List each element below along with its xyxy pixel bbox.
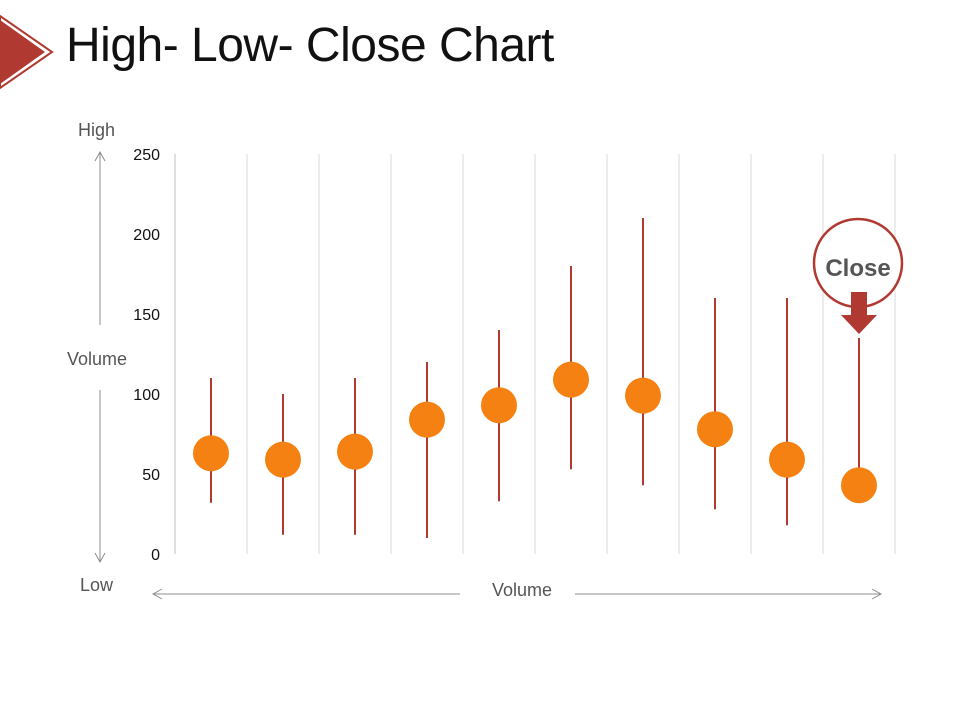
y-tick-label: 150 (133, 307, 160, 324)
close-point (193, 435, 229, 472)
banner-triangle-fill (0, 20, 45, 84)
close-point (625, 377, 661, 414)
title-banner-icon (0, 14, 54, 90)
close-point (481, 387, 517, 424)
close-point (265, 441, 301, 478)
y-guide-down-arrow (94, 552, 106, 564)
x-axis-label: Volume (488, 580, 557, 601)
y-label-volume: Volume (67, 347, 128, 372)
y-tick-label: 0 (151, 547, 160, 564)
y-tick-label: 200 (133, 227, 160, 244)
y-label-low: Low (80, 575, 114, 595)
y-tick-label: 250 (133, 147, 160, 164)
close-point (337, 433, 373, 470)
chart-marks (193, 218, 877, 538)
chart-grid (174, 154, 896, 554)
close-point (409, 401, 445, 438)
close-point (553, 361, 589, 398)
y-tick-label: 100 (133, 387, 160, 404)
close-point (697, 411, 733, 448)
page-title: High- Low- Close Chart (66, 19, 554, 72)
axis-guides (94, 150, 883, 600)
x-guide-left-arrow (151, 588, 163, 600)
down-arrow-icon (841, 292, 877, 334)
close-callout: Close (812, 217, 904, 334)
close-point (769, 441, 805, 478)
y-guide-up-arrow (94, 150, 106, 162)
y-label-high: High (78, 120, 116, 140)
x-guide-right-arrow (871, 588, 883, 600)
callout-label: Close (825, 255, 890, 282)
close-point (841, 467, 877, 504)
y-tick-label: 50 (142, 467, 160, 484)
y-axis: 0 50 100 150 200 250 (133, 147, 160, 564)
